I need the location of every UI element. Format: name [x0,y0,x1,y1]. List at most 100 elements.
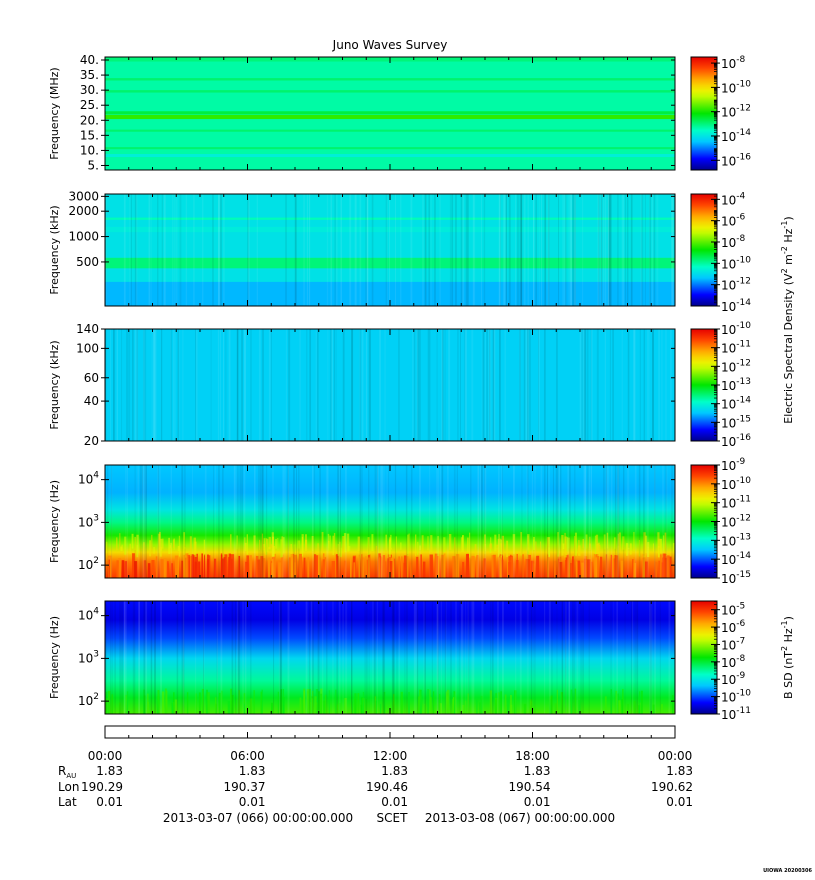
burst-streak [168,537,170,554]
noise-streak [181,601,183,714]
noise-streak [261,465,264,578]
spectrogram-fill [105,329,675,441]
ephemeris-value: 0.01 [524,795,551,809]
burst-streak [262,544,265,551]
noise-streak [498,194,501,306]
noise-streak [612,329,614,441]
time-tick-label: 06:00 [230,749,265,763]
noise-streak [182,329,184,441]
noise-streak [533,194,535,306]
noise-streak [365,194,367,306]
noise-streak [218,194,221,306]
burst-streak [598,544,601,551]
y-axis-label: Frequency (Hz) [48,616,61,699]
noise-streak [609,194,612,306]
time-tick-label: 00:00 [88,749,123,763]
noise-streak [527,329,529,441]
burst-streak [583,558,587,578]
noise-streak [412,329,414,441]
noise-streak [376,465,379,578]
burst-streak [236,535,238,550]
burst-streak [499,557,502,578]
noise-streak [386,465,388,578]
noise-streak [154,601,156,714]
noise-streak [461,601,464,714]
burst-streak [621,699,623,714]
y-tick-label: 100 [76,341,99,355]
burst-streak [304,534,307,551]
noise-streak [423,601,425,714]
burst-streak [331,561,336,578]
burst-streak [466,553,469,578]
noise-streak [113,329,115,441]
noise-streak [477,465,479,578]
noise-streak [141,465,144,578]
noise-streak [570,194,572,306]
noise-streak [508,194,511,306]
noise-streak [138,601,140,714]
burst-streak [325,694,327,714]
noise-streak [391,601,394,714]
noise-streak [225,329,227,441]
burst-streak [315,689,319,714]
burst-streak [398,556,400,578]
noise-streak [220,194,222,306]
burst-streak [553,561,556,578]
noise-streak [134,329,137,441]
noise-streak [464,329,467,441]
burst-streak [443,553,446,578]
burst-streak [194,561,197,578]
noise-streak [394,194,397,306]
noise-streak [498,465,500,578]
noise-streak [364,601,366,714]
burst-streak [439,694,441,714]
burst-streak [547,553,549,578]
colorbar-tick-label: 10-10 [721,255,751,271]
noise-streak [313,465,316,578]
burst-streak [589,536,591,549]
noise-streak [540,194,543,306]
noise-streak [538,194,540,306]
burst-streak [408,692,410,714]
noise-streak [568,465,571,578]
noise-streak [203,601,205,714]
noise-streak [646,465,648,578]
noise-streak [143,329,145,441]
footer-end-time: 2013-03-08 (067) 00:00:00.000 [425,811,615,825]
burst-streak [230,554,235,578]
noise-streak [241,329,244,441]
burst-streak [290,554,294,578]
y-tick-label: 5. [88,158,99,172]
burst-streak [500,559,504,578]
noise-streak [640,194,643,306]
burst-streak [640,690,643,714]
burst-streak [528,559,530,578]
noise-streak [270,329,272,441]
burst-streak [474,544,477,557]
noise-streak [273,601,275,714]
noise-streak [530,601,533,714]
burst-streak [134,561,138,578]
noise-streak [519,329,521,441]
burst-streak [246,534,248,555]
noise-streak [572,194,574,306]
burst-streak [314,696,317,714]
noise-streak [434,194,436,306]
ephemeris-value: 0.01 [666,795,693,809]
noise-streak [436,601,439,714]
ephemeris-value: 1.83 [96,764,123,778]
burst-streak [153,546,155,554]
noise-streak [497,601,499,714]
colorbar-tick-label: 10-11 [721,340,751,356]
colorbar-tick-label: 10-14 [721,298,751,314]
noise-streak [538,329,540,441]
noise-streak [237,601,240,714]
burst-streak [570,689,573,714]
burst-streak [672,695,674,714]
ephemeris-value: 0.01 [381,795,408,809]
noise-streak [215,465,217,578]
burst-streak [116,537,118,551]
noise-streak [544,194,547,306]
